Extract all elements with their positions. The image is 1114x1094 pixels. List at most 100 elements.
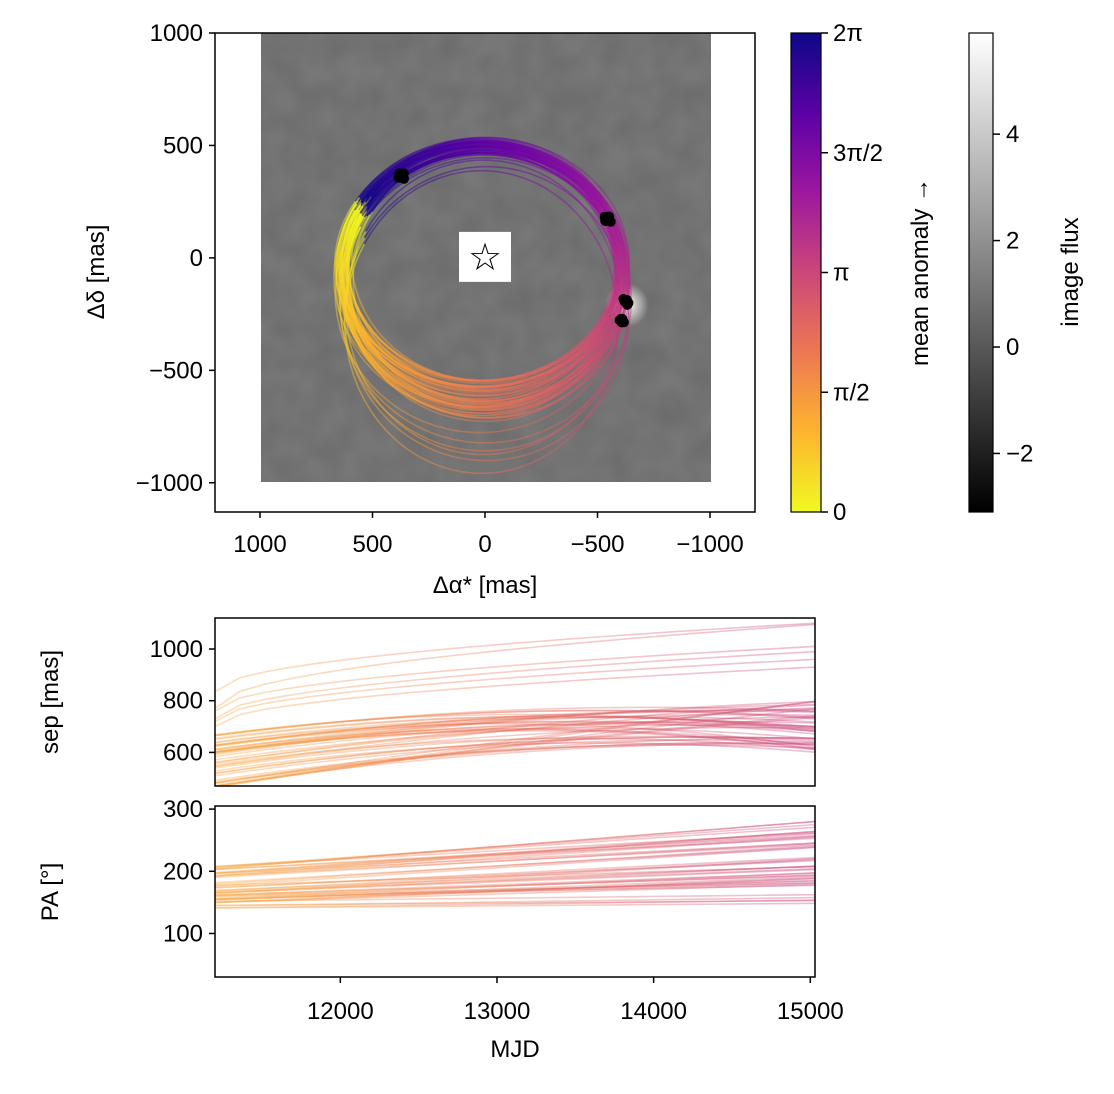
orbit-segment: [522, 404, 535, 410]
orbit-segment: [576, 360, 587, 370]
orbit-segment: [402, 369, 414, 377]
orbit-segment: [334, 292, 337, 305]
orbit-segment: [374, 183, 384, 193]
orbit-segment: [621, 246, 625, 259]
orbit-segment: [574, 338, 584, 348]
orbit-segment: [419, 149, 431, 156]
orbit-segment: [416, 155, 430, 162]
orbit-segment: [439, 147, 452, 152]
orbit-segment: [530, 158, 544, 164]
orbit-segment: [592, 334, 602, 345]
orbit-segment: [620, 264, 623, 276]
orbit-segment: [616, 231, 621, 243]
orbit-segment: [447, 400, 461, 404]
orbit-segment: [578, 179, 588, 189]
orbit-segment: [607, 311, 614, 323]
orbit-segment: [379, 358, 389, 368]
orbit-segment: [414, 146, 427, 154]
orbit-segment: [393, 159, 405, 168]
orbit-segment: [388, 346, 399, 355]
orbit-segment: [546, 366, 559, 374]
orbit-segment: [403, 363, 416, 371]
orbit-segment: [510, 380, 524, 386]
orbit-segment: [485, 404, 499, 407]
orbit-segment: [617, 236, 624, 248]
orbit-segment: [518, 160, 532, 166]
orbit-segment: [567, 374, 578, 384]
orbit-segment: [411, 396, 424, 404]
orbit-segment: [499, 400, 513, 404]
orbit-segment: [601, 340, 610, 351]
orbit-segment: [486, 393, 500, 396]
orbit-segment: [379, 356, 389, 367]
orbit-segment: [411, 376, 425, 384]
orbit-segment: [546, 388, 559, 396]
orbit-segment: [524, 151, 538, 157]
orbit-segment: [407, 361, 419, 369]
orbit-segment: [341, 241, 345, 253]
orbit-segment: [594, 328, 604, 339]
orbit-segment: [487, 144, 501, 148]
orbit-segment: [536, 377, 550, 384]
orbit-segment: [501, 376, 515, 380]
orbit-segment: [575, 174, 587, 184]
orbit-segment: [402, 365, 415, 373]
orbit-segment: [349, 309, 356, 321]
orbit-segment: [372, 330, 382, 340]
orbit-segment: [410, 415, 423, 422]
orbit-segment: [529, 152, 543, 158]
orbit-segment: [365, 322, 374, 333]
orbit-segment: [613, 286, 619, 298]
orbit-segment: [440, 394, 453, 399]
orbit-segment: [425, 375, 438, 382]
orbit-segment: [487, 146, 501, 150]
orbit-segment: [418, 372, 430, 379]
orbit-segment: [339, 228, 344, 240]
orbit-segment: [606, 226, 612, 238]
orbit-segment: [605, 320, 612, 333]
orbit-segment: [348, 315, 354, 327]
orbit-segment: [439, 406, 453, 411]
orbit-segment: [339, 289, 342, 303]
orbit-segment: [335, 267, 339, 280]
orbit-segment: [416, 181, 429, 190]
orbit-segment: [516, 384, 530, 390]
orbit-segment: [464, 378, 478, 382]
orbit-segment: [546, 156, 559, 164]
orbit-segment: [617, 244, 622, 256]
orbit-segment: [598, 200, 606, 211]
orbit-segment: [423, 369, 436, 376]
orbit-segment: [558, 161, 570, 170]
orbit-segment: [345, 218, 352, 230]
orbit-segment: [546, 161, 558, 169]
orbit-segment: [347, 308, 352, 321]
orbit-segment: [438, 155, 451, 160]
orbit-segment: [351, 293, 357, 304]
orbit-segment: [576, 348, 587, 358]
orbit-segment: [487, 387, 500, 391]
orbit-segment: [429, 447, 443, 455]
orbit-segment: [346, 260, 349, 271]
orbit-segment: [489, 143, 502, 146]
orbit-segment: [356, 191, 366, 203]
orbit-segment: [527, 155, 540, 162]
orbit-segment: [601, 331, 610, 342]
orbit-segment: [612, 300, 617, 313]
orbit-segment: [467, 149, 481, 152]
orbit-segment: [365, 198, 374, 210]
orbit-segment: [398, 159, 410, 168]
orbit-segment: [362, 199, 372, 211]
orbit-segment: [426, 149, 439, 155]
orbit-segment: [339, 274, 343, 288]
orbit-segment: [336, 261, 340, 273]
orbit-segment: [564, 166, 577, 175]
orbit-segment: [618, 235, 623, 248]
orbit-segment: [548, 160, 561, 168]
orbit-segment: [534, 151, 548, 158]
orbit-segment: [576, 184, 587, 195]
orbit-segment: [371, 352, 381, 363]
orbit-segment: [413, 370, 427, 377]
orbit-segment: [439, 394, 452, 400]
orbit-segment: [560, 157, 571, 165]
orbit-segment: [616, 290, 620, 303]
